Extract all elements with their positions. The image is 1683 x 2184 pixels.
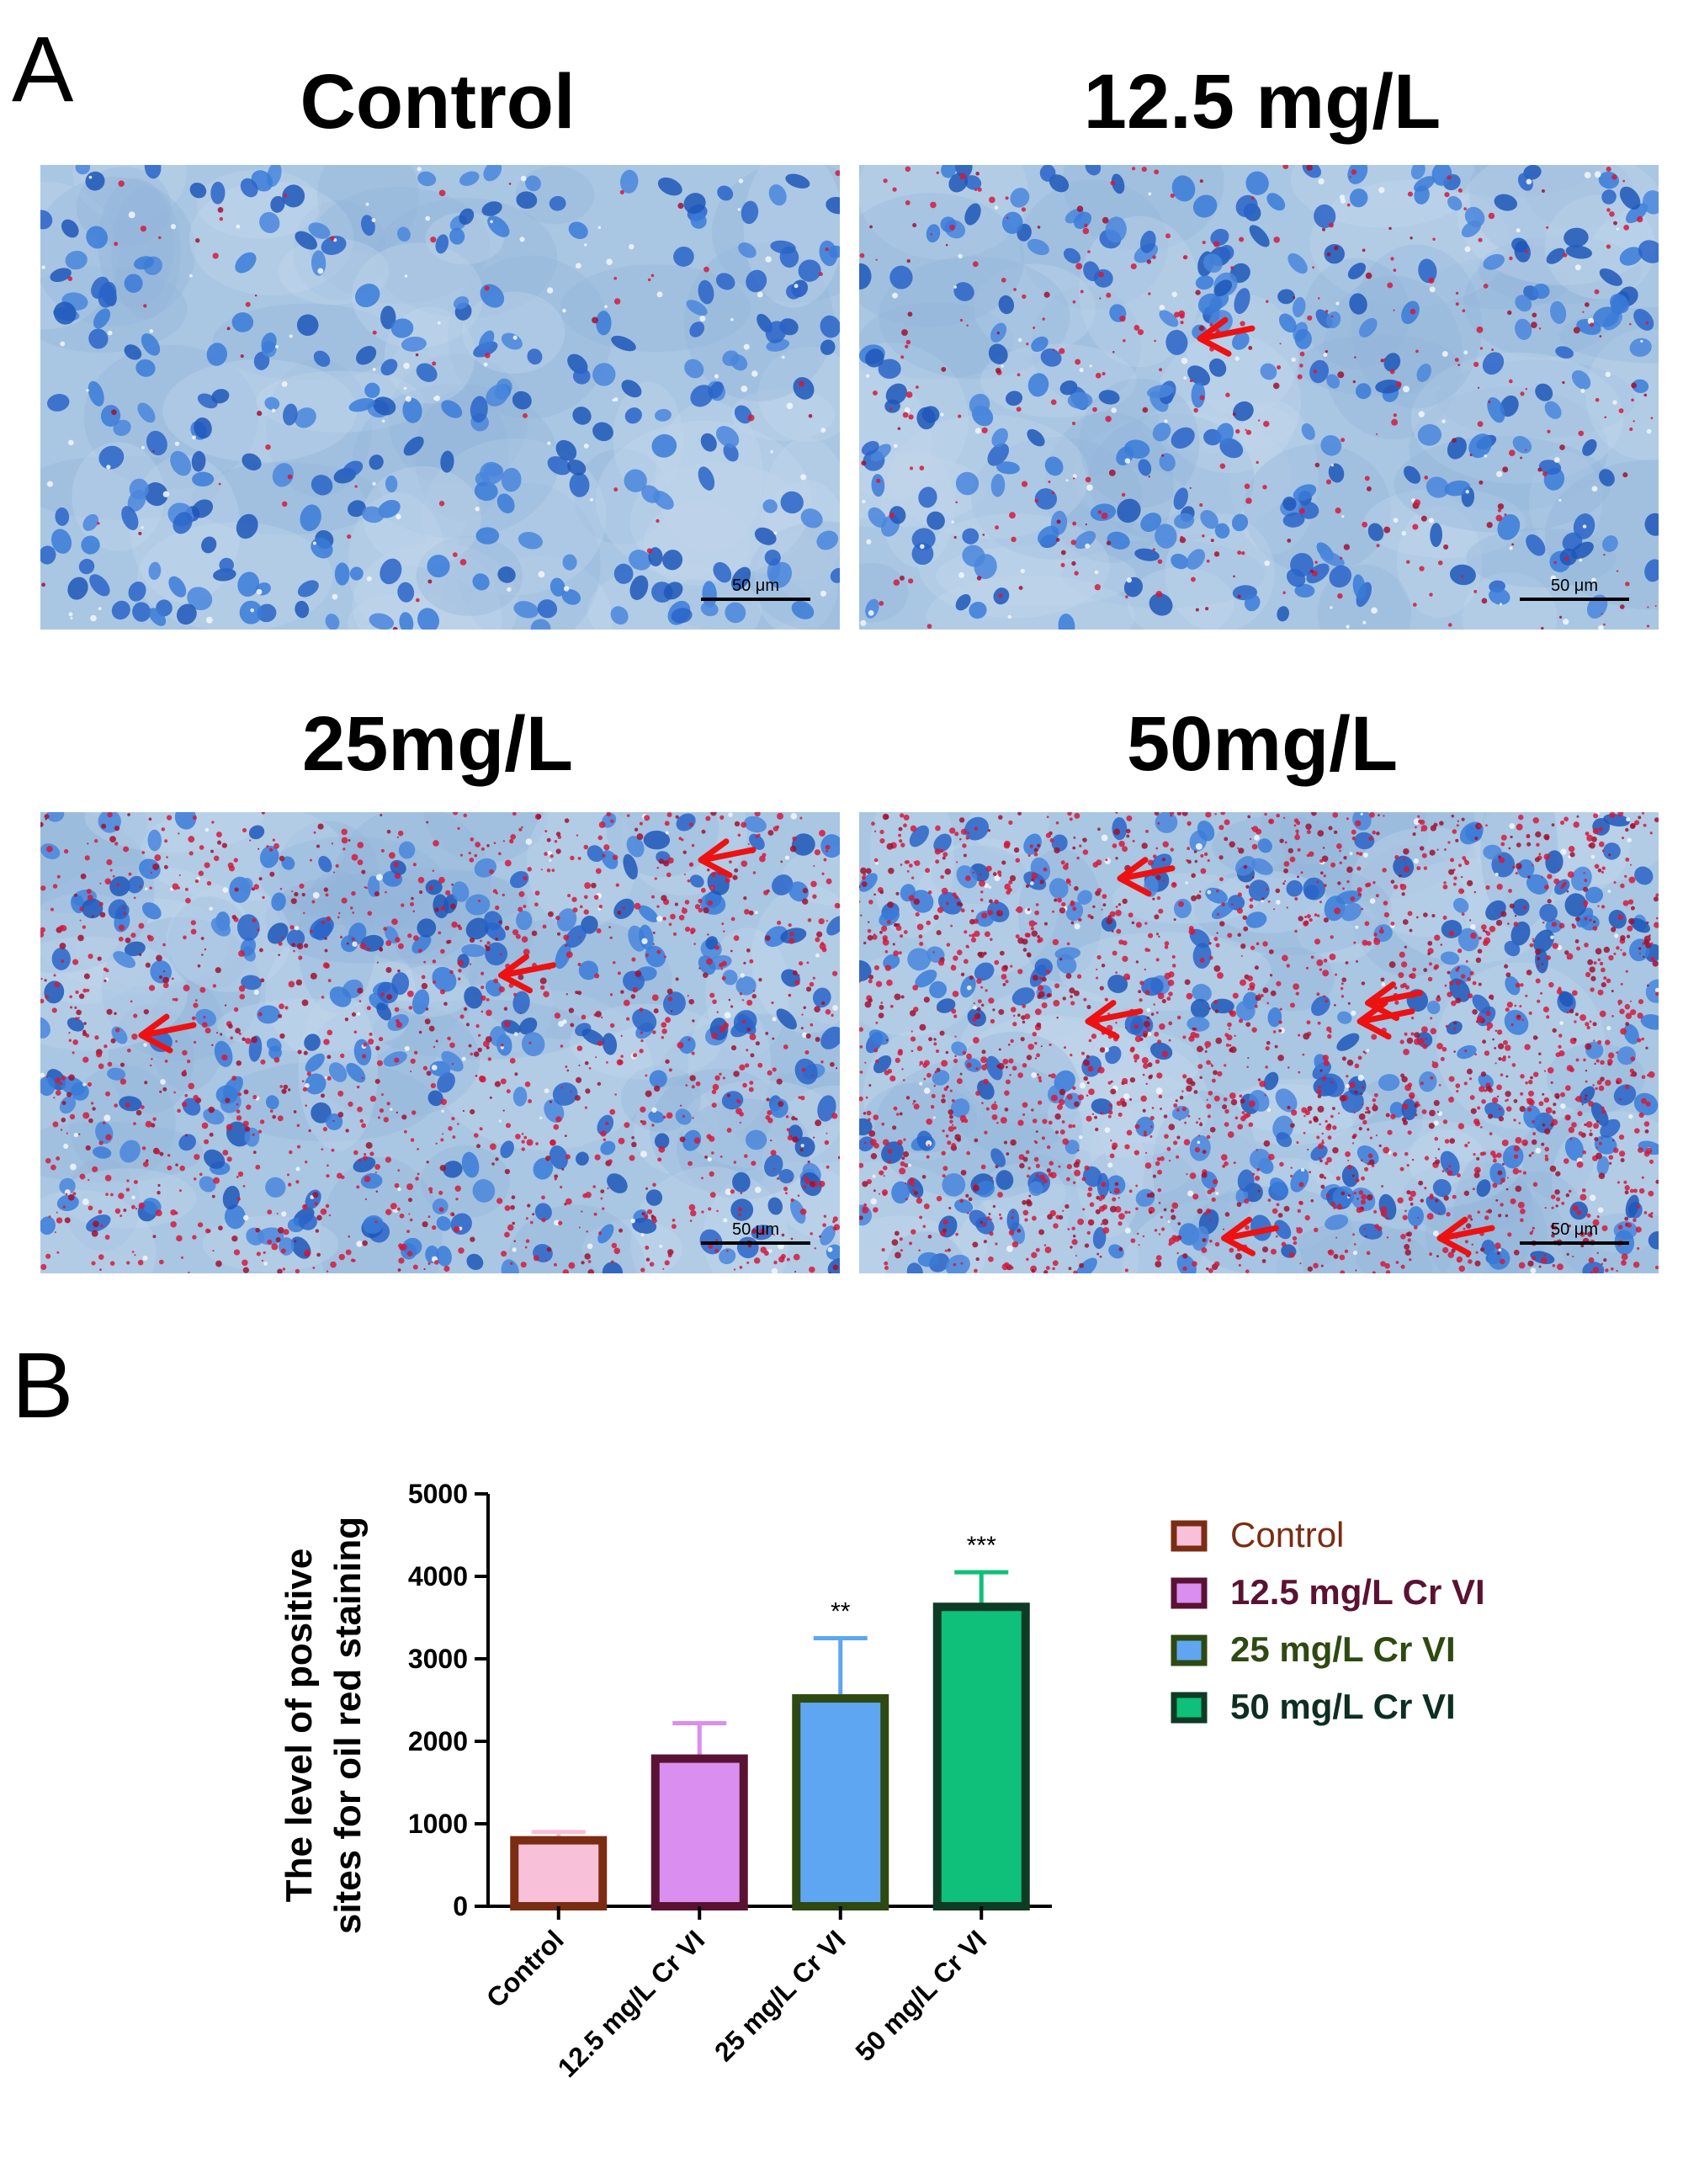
micrograph-12-5: 50 μm [859,165,1659,630]
bar-chart: 0 1000 2000 3000 4000 5000 Control 12.5 mg/L Cr… [244,1431,1086,2171]
micrograph-title-control: Control [300,59,576,145]
red-arrow-icon [1365,981,1423,1022]
red-arrow-icon [1436,1216,1495,1257]
red-arrow-icon [138,1013,197,1054]
legend-swatch [1171,1634,1208,1666]
red-arrow-icon [1197,316,1256,357]
y-tick-label: 3000 [408,1644,468,1674]
y-tick-label: 1000 [408,1809,468,1839]
micrograph-title-50: 50mg/L [1126,701,1399,787]
scale-bar-label: 50 μm [1551,577,1598,595]
micrograph-title-12-5: 12.5 mg/L [1083,59,1441,145]
bar [510,1836,608,1911]
micrograph-control: 50 μm [40,165,840,630]
y-tick-label: 5000 [408,1479,468,1509]
bar [932,1602,1030,1910]
significance-label: *** [967,1532,996,1560]
red-arrow-icon [1117,857,1176,897]
chart-legend: Control 12.5 mg/L Cr VI 25 mg/L Cr VI 50 mg… [1170,1506,1641,1759]
micrograph-50: 50 μm [859,812,1659,1273]
significance-label: ** [831,1598,851,1626]
red-arrow-icon [1221,1216,1279,1257]
legend-label: Control [1230,1515,1344,1554]
legend-swatch [1171,1692,1208,1724]
bar [792,1694,889,1911]
x-tick-label: 12.5 mg/L Cr VI [552,1924,711,2083]
x-tick-label: 50 mg/L Cr VI [850,1924,993,2067]
y-tick-label: 0 [453,1891,468,1921]
red-arrow-icon [1085,1000,1144,1040]
legend-swatch [1171,1520,1208,1552]
x-tick-label: Control [480,1924,570,2013]
panel-a-letter: A [12,18,74,121]
red-arrow-icon [498,954,556,994]
y-axis-label: sites for oil red staining [327,1517,369,1934]
bar [650,1754,748,1910]
legend-label: 25 mg/L Cr VI [1230,1629,1456,1669]
panel-b-letter: B [12,1334,74,1437]
micrograph-title-25: 25mg/L [301,701,574,787]
scale-bar-label: 50 μm [1551,1220,1598,1239]
legend-label: 50 mg/L Cr VI [1230,1687,1456,1726]
y-axis-label: The level of positive [279,1549,320,1903]
legend-swatch [1171,1577,1208,1609]
red-arrow-icon [698,838,757,879]
scale-bar-label: 50 μm [732,577,779,595]
red-arrow-icon [1356,1000,1415,1040]
micrograph-25: 50 μm [40,812,840,1273]
legend-label: 12.5 mg/L Cr VI [1230,1572,1485,1612]
y-tick-label: 2000 [408,1726,468,1756]
x-tick-label: 25 mg/L Cr VI [709,1924,852,2067]
y-tick-label: 4000 [408,1561,468,1592]
scale-bar-label: 50 μm [732,1220,779,1239]
